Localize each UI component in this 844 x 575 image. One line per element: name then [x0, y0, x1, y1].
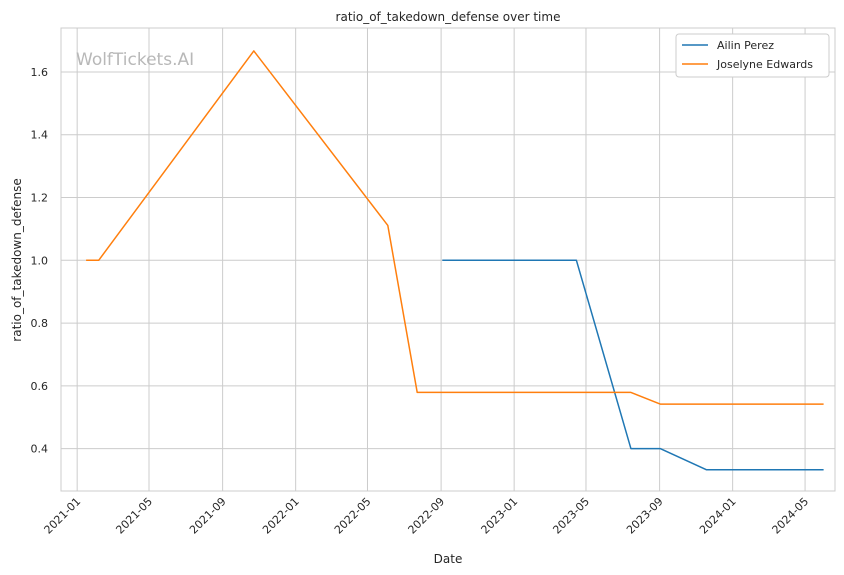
y-tick-label: 0.6	[31, 380, 49, 393]
x-axis-label: Date	[434, 552, 463, 566]
x-tick-label: 2024-05	[769, 495, 811, 537]
legend: Ailin Perez Joselyne Edwards	[675, 33, 830, 78]
x-tick-label: 2023-09	[624, 495, 666, 537]
x-tick-label: 2022-01	[260, 495, 302, 537]
x-tick-label: 2021-09	[187, 495, 229, 537]
series-layer	[86, 50, 824, 471]
y-tick-label: 1.4	[31, 129, 49, 142]
x-tick-label: 2021-01	[42, 495, 84, 537]
x-tick-label: 2024-01	[697, 495, 739, 537]
watermark: WolfTickets.AI	[76, 50, 194, 70]
y-tick-label: 0.4	[31, 443, 49, 456]
x-gridlines	[76, 28, 806, 491]
x-tick-label: 2021-05	[113, 495, 155, 537]
legend-label-0: Ailin Perez	[717, 39, 774, 52]
legend-label-1: Joselyne Edwards	[716, 58, 813, 71]
y-tick-label: 0.8	[31, 317, 49, 330]
y-tick-label: 1.2	[31, 192, 49, 205]
chart-title: ratio_of_takedown_defense over time	[336, 10, 561, 24]
x-tick-labels: 2021-01 2021-05 2021-09 2022-01 2022-05 2022-…	[42, 495, 812, 537]
x-tick-label: 2023-01	[479, 495, 521, 537]
y-axis-label: ratio_of_takedown_defense	[10, 178, 24, 341]
y-tick-label: 1.6	[31, 66, 49, 79]
x-tick-label: 2022-09	[406, 495, 448, 537]
y-tick-labels: 0.4 0.6 0.8 1.0 1.2 1.4 1.6	[31, 66, 49, 456]
x-tick-label: 2023-05	[550, 495, 592, 537]
plot-area	[60, 27, 836, 492]
y-gridlines	[61, 71, 835, 450]
x-tick-label: 2022-05	[332, 495, 374, 537]
y-tick-label: 1.0	[31, 254, 49, 267]
series-line-0	[442, 259, 824, 471]
legend-box	[675, 33, 830, 78]
series-line-1	[86, 50, 824, 405]
